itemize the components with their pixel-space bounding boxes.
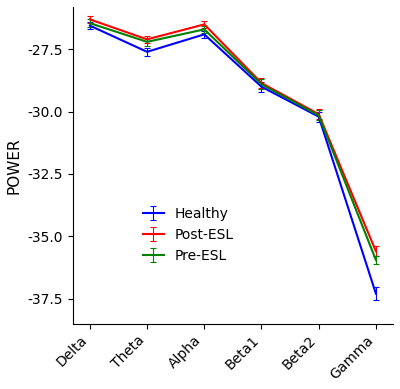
Legend: Healthy, Post-ESL, Pre-ESL: Healthy, Post-ESL, Pre-ESL <box>137 202 240 268</box>
Y-axis label: POWER: POWER <box>7 137 22 194</box>
